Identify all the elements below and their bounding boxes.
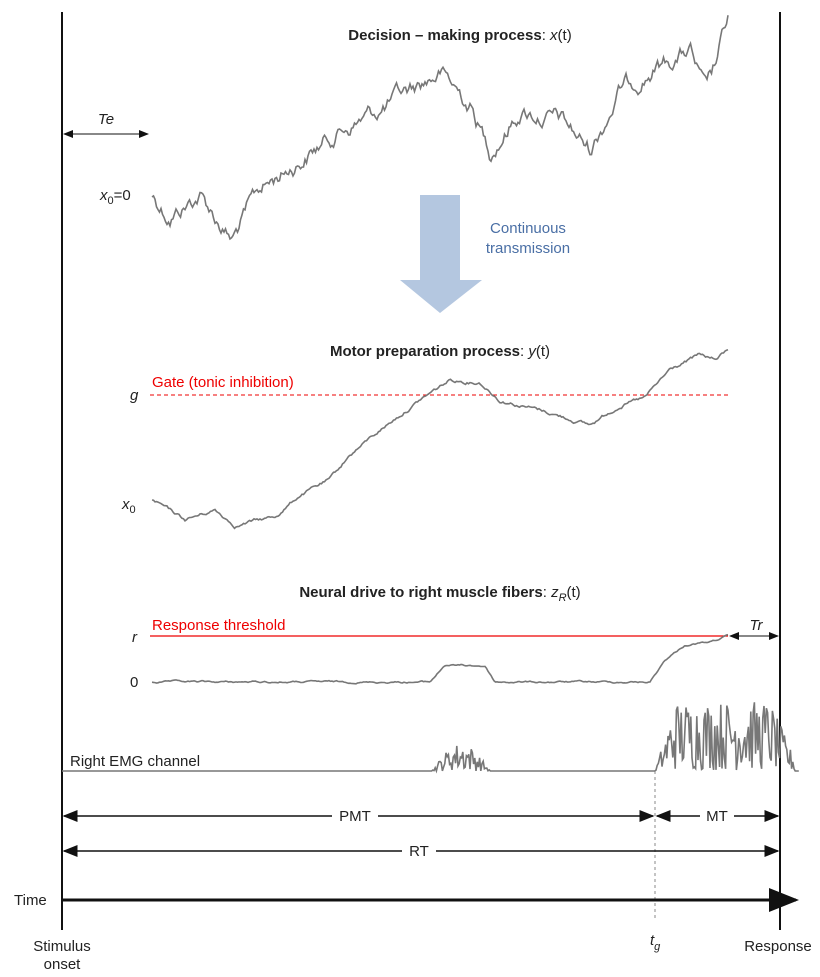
mt-label: MT — [706, 808, 728, 825]
var: x — [121, 496, 130, 513]
transmission-2: transmission — [486, 240, 570, 257]
r-label: r — [132, 629, 138, 646]
label-bg — [402, 841, 436, 861]
var: x — [99, 187, 108, 204]
rest: =0 — [114, 187, 131, 204]
arg: (t) — [536, 343, 550, 360]
pmt-label: PMT — [339, 808, 371, 825]
var: y — [527, 343, 537, 360]
neural-trace — [151, 633, 729, 685]
tr-label: Tr — [749, 617, 763, 634]
zero-label: 0 — [130, 674, 138, 691]
title: Neural drive to right muscle fibers — [299, 584, 542, 601]
te-label: Te — [98, 111, 114, 128]
neural-title: Neural drive to right muscle fibers: zR(… — [299, 584, 580, 604]
var: t — [650, 932, 655, 949]
sep: : — [520, 343, 524, 360]
sep: : — [543, 584, 547, 601]
g-label: g — [130, 387, 139, 404]
time-label: Time — [14, 892, 47, 909]
title: Decision – making process — [348, 27, 541, 44]
sub: R — [559, 592, 567, 604]
rt-label: RT — [409, 843, 429, 860]
decision-trace — [151, 15, 729, 241]
stimulus-2: onset — [44, 956, 82, 972]
var: x — [549, 27, 558, 44]
sub: 0 — [130, 504, 136, 516]
title: Motor preparation process — [330, 343, 520, 360]
x0-label: x0 — [121, 496, 136, 516]
label-bg — [332, 806, 378, 826]
arg: (t) — [567, 584, 581, 601]
arg: (t) — [558, 27, 572, 44]
decision-title: Decision – making process: x(t) — [348, 27, 571, 44]
emg-trace — [62, 702, 799, 774]
var: z — [550, 584, 559, 601]
label-bg — [700, 806, 734, 826]
motor-title: Motor preparation process: y(t) — [330, 343, 550, 360]
sub: g — [654, 941, 661, 953]
stimulus-1: Stimulus — [33, 938, 91, 955]
tg-label: tg — [650, 932, 661, 953]
x0-label: x0=0 — [99, 187, 131, 207]
gate-label: Gate (tonic inhibition) — [152, 374, 294, 391]
threshold-label: Response threshold — [152, 617, 285, 634]
motor-trace — [151, 349, 729, 530]
response-label: Response — [744, 938, 812, 955]
sep: : — [542, 27, 546, 44]
emg-label: Right EMG channel — [70, 753, 200, 770]
transmission-1: Continuous — [490, 220, 566, 237]
traces — [62, 15, 799, 774]
sub: 0 — [108, 195, 114, 207]
transmission-arrow — [400, 195, 482, 313]
